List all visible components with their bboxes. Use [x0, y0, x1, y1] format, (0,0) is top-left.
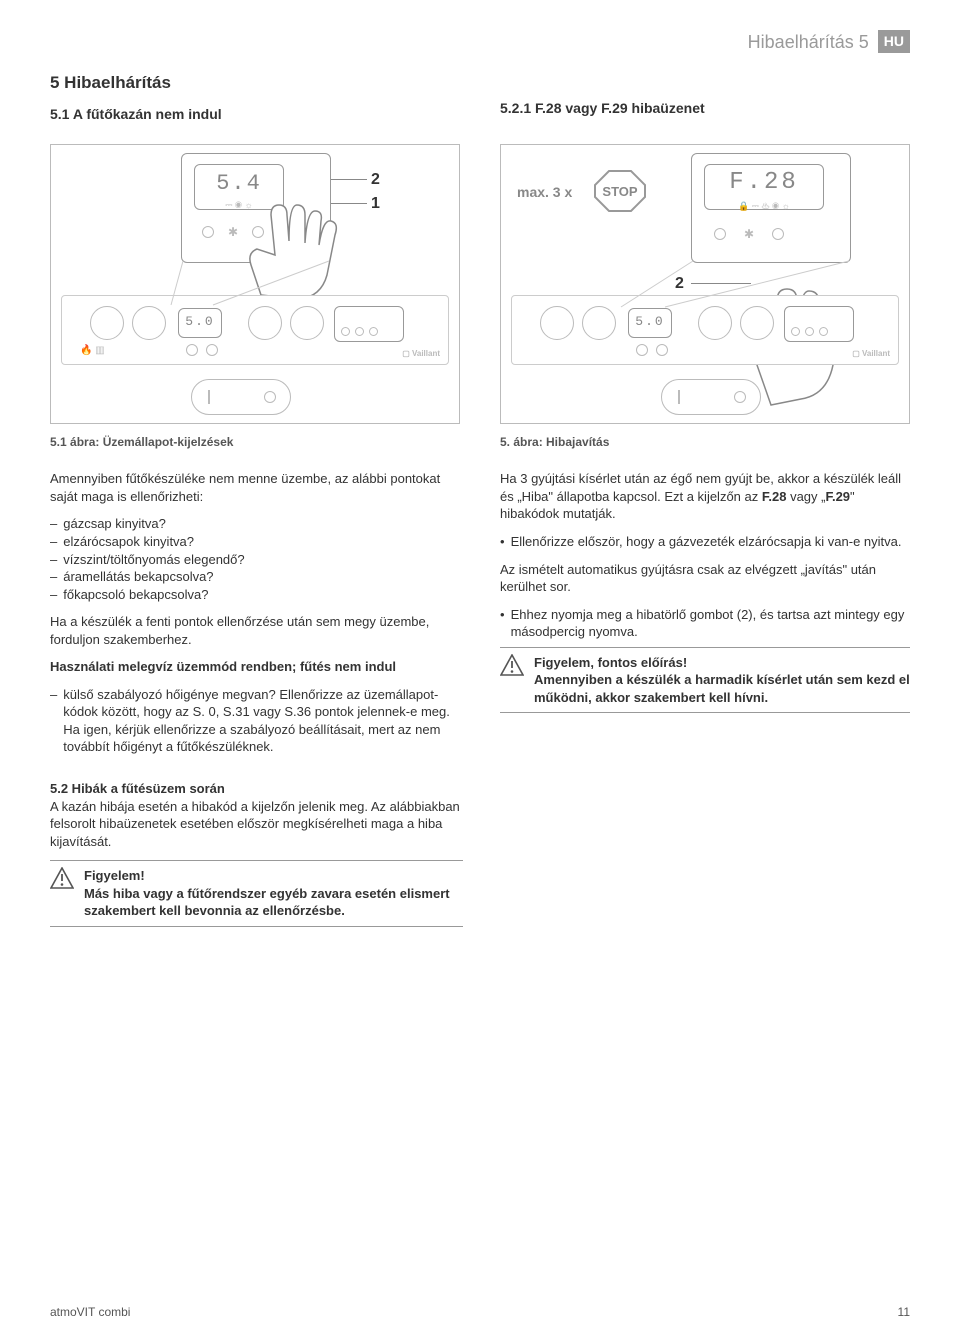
check-list: gázcsap kinyitva? elzárócsapok kinyitva?… [50, 515, 460, 603]
warn-title: Figyelem, fontos előírás! [534, 654, 910, 672]
mini-lcd: 5.0 [185, 314, 214, 329]
mini-lcd-right: 5.0 [635, 314, 664, 329]
section-5-2-1-heading: 5.2.1 F.28 vagy F.29 hibaüzenet [500, 99, 910, 118]
section-5-2-body: A kazán hibája esetén a hibakód a kijelz… [50, 799, 460, 849]
warning-box-right: Figyelem, fontos előírás! Amennyiben a k… [500, 647, 910, 714]
section-5-heading: 5 Hibaelhárítás [50, 72, 460, 95]
header-title: Hibaelhárítás 5 [748, 32, 869, 52]
check-item: elzárócsapok kinyitva? [63, 533, 194, 551]
check-item: vízszint/töltőnyomás elegendő? [63, 551, 244, 569]
section-5-2: 5.2 Hibák a fűtésüzem során A kazán hibá… [50, 780, 463, 927]
dhw-sub-item: külső szabályozó hőigénye megvan? Ellenő… [63, 686, 460, 756]
stop-icon: STOP [593, 169, 647, 213]
callout-2-right: 2 [675, 273, 684, 295]
warning-box-52: Figyelem! Más hiba vagy a fűtőrendszer e… [50, 860, 463, 927]
warn-body: Amennyiben a készülék a harmadik kísérle… [534, 671, 910, 706]
max-3x-label: max. 3 x [517, 183, 572, 202]
figure-5-caption: 5. ábra: Hibajavítás [500, 434, 910, 450]
warning-triangle-icon [50, 867, 74, 889]
after-check-text: Ha a készülék a fenti pontok ellenőrzése… [50, 613, 460, 648]
page-footer: atmoVIT combi 11 [50, 1304, 910, 1320]
warn52-body: Más hiba vagy a fűtőrendszer egyéb zavar… [84, 885, 463, 920]
right-column: Ha 3 gyújtási kísérlet után az égő nem g… [500, 470, 910, 756]
section-5-2-heading: 5.2 Hibák a fűtésüzem során [50, 781, 225, 796]
error-intro: Ha 3 gyújtási kísérlet után az égő nem g… [500, 470, 910, 523]
bullet-gas-valve: Ellenőrizze először, hogy a gázvezeték e… [511, 533, 902, 551]
page-header: Hibaelhárítás 5 HU [50, 30, 910, 54]
bullet-reset: Ehhez nyomja meg a hibatörlő gombot (2),… [511, 606, 910, 641]
check-item: gázcsap kinyitva? [63, 515, 166, 533]
reignite-text: Az ismételt automatikus gyújtásra csak a… [500, 561, 910, 596]
footer-page-number: 11 [898, 1304, 910, 1320]
footer-product: atmoVIT combi [50, 1304, 130, 1320]
figure-5: max. 3 x STOP F.28 🔒 ⎓ ♨ ◉ ☼ ✱ [500, 144, 910, 424]
intro-text: Amennyiben fűtőkészüléke nem menne üzemb… [50, 470, 460, 505]
section-5-1-heading: 5.1 A fűtőkazán nem indul [50, 105, 460, 124]
figure-5-1-caption: 5.1 ábra: Üzemállapot-kijelzések [50, 434, 460, 450]
check-item: áramellátás bekapcsolva? [63, 568, 213, 586]
callout-1: 1 [371, 193, 380, 215]
svg-text:STOP: STOP [602, 184, 637, 199]
callout-2: 2 [371, 169, 380, 191]
lcd-error-value: F.28 [729, 169, 799, 196]
dhw-ok-heading: Használati melegvíz üzemmód rendben; fűt… [50, 658, 460, 676]
figure-5-1: 5.4 ⎓ ◉ ☼ ✱ 2 1 🔥 ▥ 5.0 [50, 144, 460, 424]
left-column: Amennyiben fűtőkészüléke nem menne üzemb… [50, 470, 460, 756]
check-item: főkapcsoló bekapcsolva? [63, 586, 208, 604]
lang-badge: HU [878, 30, 910, 53]
warn52-title: Figyelem! [84, 867, 463, 885]
warning-triangle-icon [500, 654, 524, 676]
